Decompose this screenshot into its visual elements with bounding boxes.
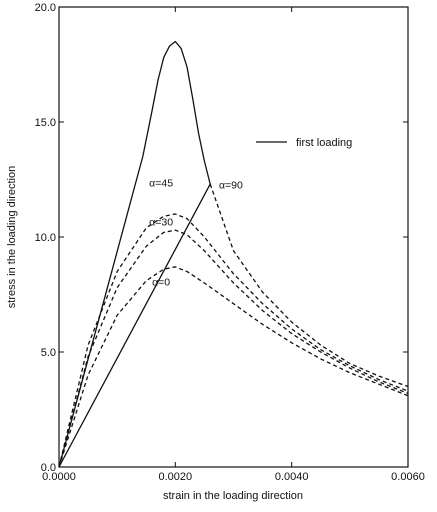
- plot-frame: [58, 6, 409, 468]
- curve-annotation: α=0: [152, 276, 170, 288]
- series-group: [58, 40, 409, 468]
- annotation-group: α=45 α=90 α=30 α=0: [149, 177, 243, 288]
- y-tick-label: 0.0: [41, 462, 56, 474]
- legend: first loading: [256, 137, 352, 149]
- y-tick-label: 10.0: [35, 232, 56, 244]
- y-tick-label: 20.0: [35, 2, 56, 14]
- dashed-curve-4: [58, 229, 409, 468]
- legend-label-first-loading: first loading: [296, 137, 352, 149]
- axis-ticks: 0.0000 0.0020 0.0040 0.0060 0.0 5.0 10.0 15.0 20…: [35, 2, 425, 483]
- dashed-curve-5: [58, 266, 409, 468]
- solid-curve-1: [58, 183, 211, 468]
- y-axis-label: stress in the loading direction: [6, 166, 18, 308]
- x-axis-label: strain in the loading direction: [163, 490, 303, 502]
- curve-annotation: α=30: [149, 217, 173, 229]
- x-tick-label: 0.0040: [275, 471, 309, 483]
- dashed-curve-2: [209, 183, 409, 388]
- dashed-curve-3: [58, 213, 409, 468]
- solid-curve-0: [58, 40, 211, 468]
- curve-annotation: α=45: [149, 177, 173, 189]
- x-tick-label: 0.0020: [159, 471, 193, 483]
- y-tick-label: 5.0: [41, 347, 56, 359]
- x-tick-label: 0.0000: [42, 471, 76, 483]
- y-tick-label: 15.0: [35, 117, 56, 129]
- curve-annotation: α=90: [219, 180, 243, 192]
- x-tick-label: 0.0060: [391, 471, 425, 483]
